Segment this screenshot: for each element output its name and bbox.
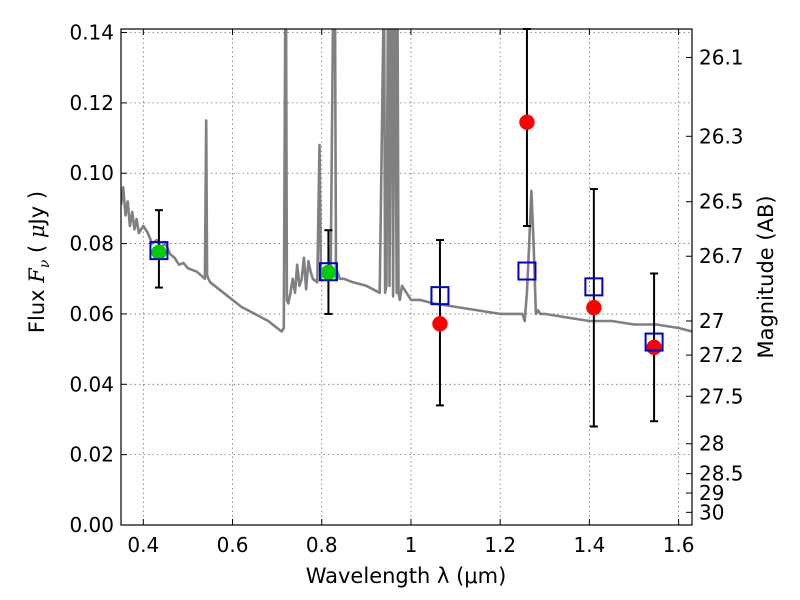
y-tick-label: 0.12 [69,91,114,115]
y-axis-label-symbol: F [25,267,49,284]
y2-tick-label: 26.1 [699,45,744,69]
y-axis-label-text: Flux [25,283,49,333]
y-axis-label-subscript: ν [37,259,53,268]
y2-tick-label: 28 [699,432,724,456]
y-axis-label: Flux Fν ( μJy ) [25,191,53,333]
y2-tick-label: 30 [699,500,724,524]
x-tick-label: 0.6 [217,533,249,557]
detection-point-red [646,339,662,356]
y-tick-label: 0.08 [69,232,114,256]
y2-tick-label: 26.7 [699,244,744,268]
y2-axis-label: Magnitude (AB) [754,195,778,358]
model-magnitude-square [430,286,450,306]
x-tick-label: 0.8 [306,533,338,557]
y2-tick-label: 27 [699,309,724,333]
tick-labels-layer: 0.4 0.6 0.8 1 1.2 1.4 1.6 0.00 0.02 0.04 0.06 0.08 0… [69,21,743,557]
model-magnitude-square [584,277,604,297]
x-tick-label: 0.4 [127,533,159,557]
y2-tick-label: 29 [699,481,724,505]
y-tick-label: 0.10 [69,161,114,185]
detection-point-red [586,299,602,316]
y-tick-label: 0.00 [69,513,114,537]
ticks-layer [121,29,692,526]
plot-frame [120,28,693,526]
y-axis-label-unit-end: Jy ) [25,191,49,227]
y2-tick-label: 27.2 [699,343,744,367]
y-tick-label: 0.04 [69,372,114,396]
y2-tick-label: 26.5 [699,190,744,214]
x-tick-label: 1.6 [663,533,695,557]
model-magnitude-square [149,241,169,261]
x-tick-label: 1.2 [484,533,516,557]
detection-point-red [432,316,448,332]
model-magnitude-square [517,261,537,281]
y2-tick-label: 28.5 [699,462,744,486]
model-magnitude-square [318,262,338,282]
x-axis-label: Wavelength λ (μm) [306,564,507,588]
y2-tick-label: 27.5 [699,384,744,408]
y-tick-label: 0.02 [69,443,114,467]
data-markers-layer [149,114,664,356]
detection-point-green [320,264,337,281]
detection-point-red [519,114,535,130]
detection-point-green [151,244,167,261]
y-axis-label-mu: μ [25,224,49,238]
model-magnitude-square [644,332,664,352]
y2-tick-label: 26.3 [699,124,744,148]
x-tick-label: 1.4 [573,533,605,557]
y-axis-label-unit: ( [25,238,49,260]
x-tick-label: 1 [405,533,418,557]
y-tick-label: 0.14 [69,21,114,45]
y-tick-label: 0.06 [69,302,114,326]
